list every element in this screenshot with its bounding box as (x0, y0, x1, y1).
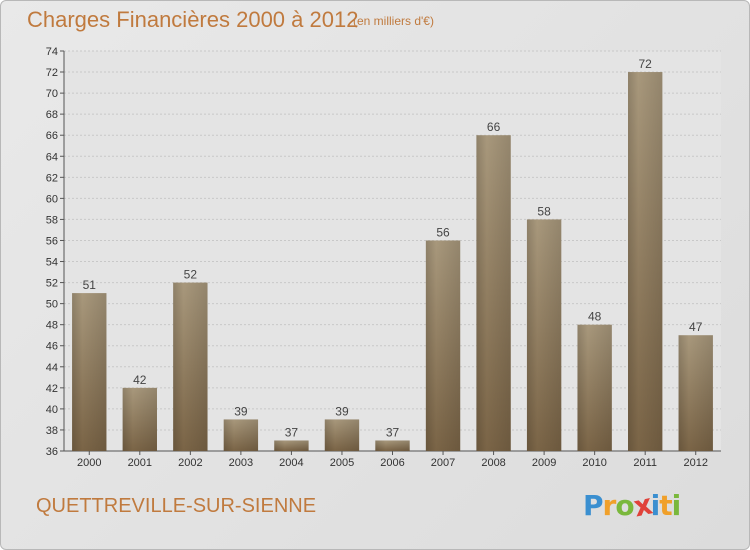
bar-shading (526, 219, 562, 451)
y-tick-label: 74 (46, 46, 58, 58)
bar-shading (678, 335, 713, 451)
bar-value-label: 52 (184, 268, 198, 282)
y-tick-label: 50 (46, 299, 58, 311)
bar-value-label: 47 (689, 320, 703, 334)
y-tick-label: 42 (46, 383, 58, 395)
bar-value-label: 66 (487, 120, 501, 134)
logo-letter: t (659, 489, 672, 522)
bar-shading (324, 419, 360, 451)
y-tick-label: 46 (46, 341, 58, 353)
y-tick-label: 44 (46, 362, 58, 374)
x-tick-label: 2008 (481, 457, 505, 469)
plot-area (64, 51, 721, 451)
y-tick-label: 72 (46, 67, 58, 79)
y-tick-label: 70 (46, 88, 58, 100)
bar-shading (274, 440, 309, 451)
bar-shading (223, 419, 259, 451)
bar-shading (122, 387, 157, 451)
logo-letter: o (615, 489, 634, 522)
x-tick-label: 2011 (633, 457, 657, 469)
bar-shading (577, 324, 612, 451)
x-tick-label: 2003 (229, 457, 253, 469)
chart-title: Charges Financières 2000 à 2012 (27, 7, 359, 32)
commune-name: QUETTREVILLE-SUR-SIENNE (36, 495, 317, 517)
bar-shading (173, 282, 208, 451)
x-tick-label: 2009 (532, 457, 556, 469)
x-tick-label: 2001 (128, 457, 152, 469)
bar-value-label: 42 (133, 373, 147, 387)
bar-shading (476, 135, 511, 452)
bar-value-label: 37 (386, 425, 400, 439)
bar-shading (425, 240, 461, 451)
logo-letter: i (650, 489, 661, 522)
y-tick-label: 52 (46, 278, 58, 290)
x-tick-label: 2012 (683, 457, 707, 469)
y-tick-label: 48 (46, 320, 58, 332)
logo-letter: i (671, 489, 682, 522)
y-tick-label: 64 (46, 151, 58, 163)
bar-value-label: 72 (639, 57, 653, 71)
y-tick-label: 62 (46, 172, 58, 184)
x-tick-label: 2004 (279, 457, 303, 469)
logo-letter: r (602, 489, 617, 522)
logo-letter: P (583, 489, 604, 522)
x-tick-label: 2010 (582, 457, 606, 469)
bar-value-label: 51 (83, 278, 97, 292)
x-tick-label: 2006 (380, 457, 404, 469)
y-tick-label: 66 (46, 130, 58, 142)
y-tick-label: 68 (46, 109, 58, 121)
y-tick-label: 58 (46, 214, 58, 226)
x-tick-label: 2005 (330, 457, 354, 469)
y-tick-label: 54 (46, 257, 58, 269)
bar-value-label: 37 (285, 425, 299, 439)
bar-value-label: 48 (588, 310, 602, 324)
chart-subtitle: (en milliers d'€) (353, 14, 434, 28)
bar-value-label: 39 (335, 404, 349, 418)
bar-shading (72, 293, 107, 451)
x-tick-label: 2000 (77, 457, 101, 469)
bar-value-label: 39 (234, 404, 248, 418)
x-tick-label: 2002 (178, 457, 202, 469)
bar-shading (375, 440, 410, 451)
bar-shading (628, 72, 663, 451)
y-tick-label: 38 (46, 425, 58, 437)
proxiti-logo: Proxiti (583, 488, 682, 524)
y-tick-label: 36 (46, 446, 58, 458)
bar-value-label: 58 (537, 204, 551, 218)
bar-value-label: 56 (436, 225, 450, 239)
x-tick-label: 2007 (431, 457, 455, 469)
y-tick-label: 60 (46, 193, 58, 205)
y-tick-label: 40 (46, 404, 58, 416)
y-tick-label: 56 (46, 235, 58, 247)
